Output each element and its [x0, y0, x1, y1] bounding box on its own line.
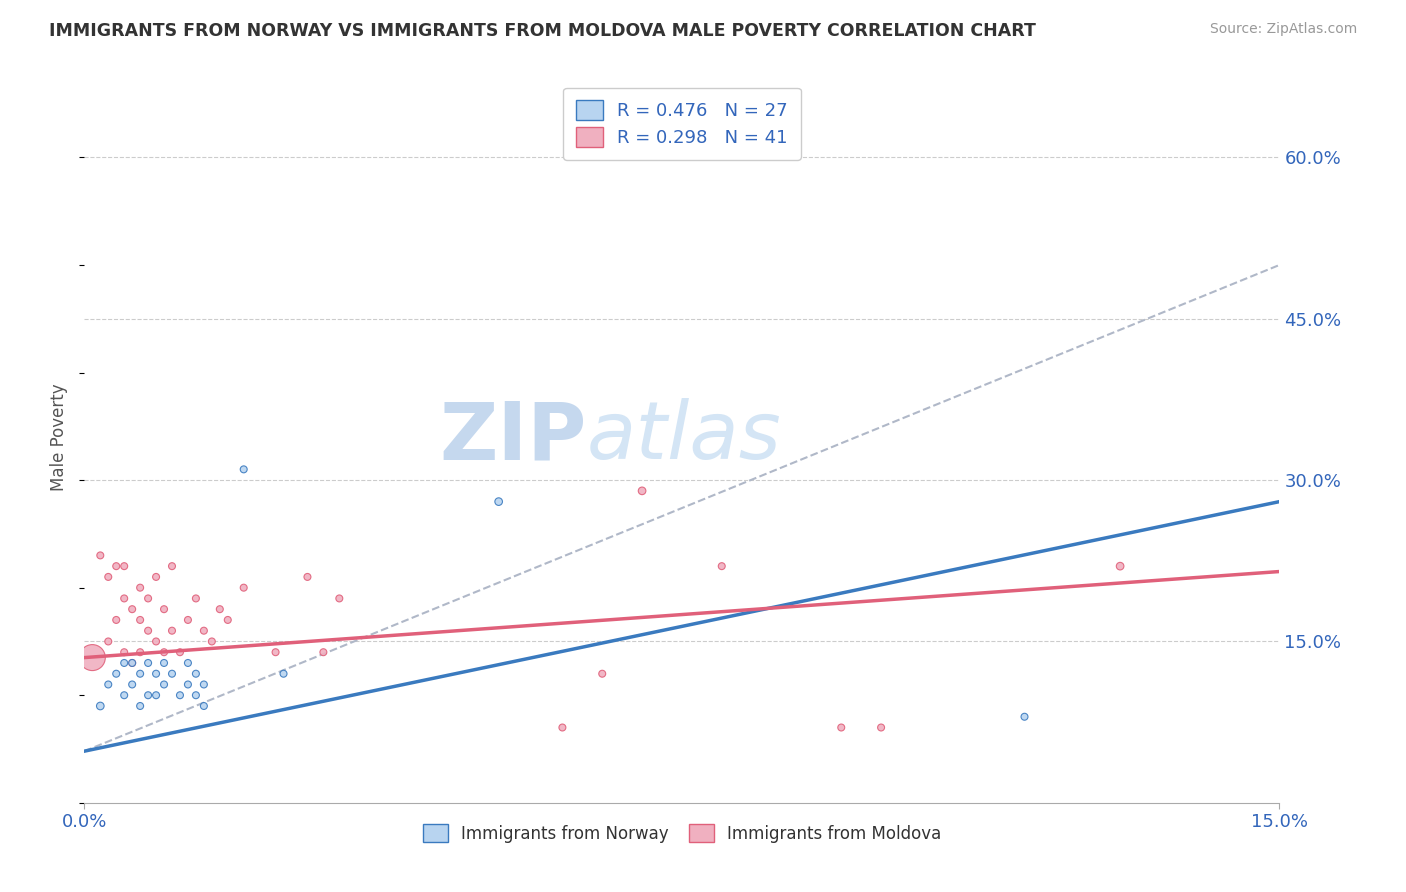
Point [105, 613, 128, 627]
Text: Source: ZipAtlas.com: Source: ZipAtlas.com [1209, 22, 1357, 37]
Point [169, 688, 191, 702]
Point [129, 666, 152, 681]
Point [591, 666, 613, 681]
Point [160, 666, 183, 681]
Point [89, 698, 111, 713]
Point [112, 688, 135, 702]
Point [217, 613, 239, 627]
Point [1014, 710, 1036, 724]
Point [153, 602, 176, 616]
Point [89, 549, 111, 563]
Point [82, 650, 104, 665]
Point [105, 666, 128, 681]
Point [97, 570, 120, 584]
Point [830, 721, 852, 735]
Text: IMMIGRANTS FROM NORWAY VS IMMIGRANTS FROM MOLDOVA MALE POVERTY CORRELATION CHART: IMMIGRANTS FROM NORWAY VS IMMIGRANTS FRO… [49, 22, 1036, 40]
Point [153, 656, 176, 670]
Point [177, 656, 200, 670]
Point [136, 656, 159, 670]
Point [232, 462, 254, 476]
Point [193, 624, 215, 638]
Point [160, 624, 183, 638]
Point [160, 559, 183, 574]
Point [193, 677, 215, 691]
Point [136, 624, 159, 638]
Point [184, 688, 207, 702]
Text: ZIP: ZIP [439, 398, 586, 476]
Point [201, 634, 224, 648]
Point [312, 645, 335, 659]
Point [105, 559, 128, 574]
Point [177, 677, 200, 691]
Point [136, 591, 159, 606]
Point [145, 634, 167, 648]
Point [121, 656, 143, 670]
Point [97, 634, 120, 648]
Point [129, 581, 152, 595]
Point [129, 613, 152, 627]
Point [177, 613, 200, 627]
Point [710, 559, 733, 574]
Point [488, 494, 510, 508]
Point [121, 656, 143, 670]
Point [112, 656, 135, 670]
Point [193, 698, 215, 713]
Point [232, 581, 254, 595]
Point [97, 677, 120, 691]
Point [121, 602, 143, 616]
Point [328, 591, 350, 606]
Point [297, 570, 319, 584]
Point [112, 559, 135, 574]
Point [1109, 559, 1132, 574]
Point [153, 645, 176, 659]
Point [121, 677, 143, 691]
Point [184, 666, 207, 681]
Point [264, 645, 287, 659]
Point [145, 666, 167, 681]
Point [136, 688, 159, 702]
Text: atlas: atlas [586, 398, 782, 476]
Point [129, 645, 152, 659]
Point [129, 698, 152, 713]
Point [145, 570, 167, 584]
Point [551, 721, 574, 735]
Point [184, 591, 207, 606]
Point [153, 677, 176, 691]
Point [112, 645, 135, 659]
Point [208, 602, 231, 616]
Point [631, 483, 654, 498]
Point [145, 688, 167, 702]
Point [169, 645, 191, 659]
Point [112, 591, 135, 606]
Point [273, 666, 295, 681]
Y-axis label: Male Poverty: Male Poverty [51, 384, 69, 491]
Legend: Immigrants from Norway, Immigrants from Moldova: Immigrants from Norway, Immigrants from … [416, 817, 948, 849]
Point [870, 721, 893, 735]
